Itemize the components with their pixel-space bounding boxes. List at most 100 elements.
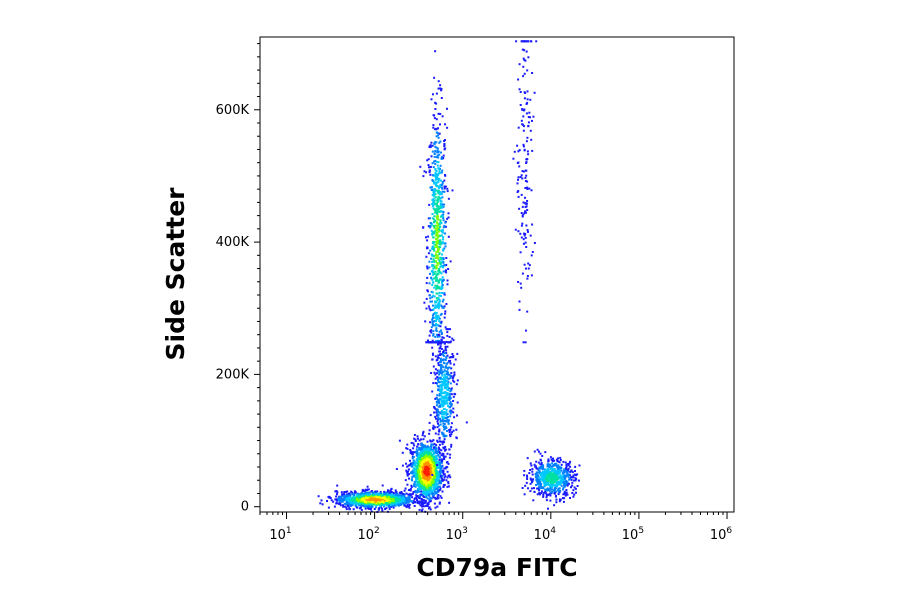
density-dot [436, 200, 439, 203]
density-dot [327, 495, 330, 498]
density-dot [433, 479, 436, 481]
density-dot [445, 264, 448, 266]
density-dot [443, 441, 446, 444]
density-dot [428, 429, 431, 432]
density-dot [549, 494, 552, 497]
density-dot [438, 278, 441, 281]
density-dot [421, 482, 424, 485]
density-dot [436, 154, 439, 157]
density-dot [442, 205, 445, 208]
density-dot [431, 390, 434, 393]
density-dot [448, 501, 451, 504]
density-dot [379, 490, 382, 493]
density-dot [352, 496, 355, 499]
density-dot [339, 504, 342, 507]
density-dot [438, 291, 441, 294]
density-dot [523, 263, 526, 266]
density-dot [542, 480, 545, 483]
density-dot [443, 316, 446, 319]
density-dot [362, 489, 365, 492]
density-dot [445, 375, 448, 378]
density-dot [445, 411, 448, 414]
density-dot [434, 202, 436, 205]
density-dot [431, 320, 434, 323]
density-dot [545, 496, 548, 499]
density-dot [529, 477, 532, 480]
density-dot [556, 477, 559, 480]
density-dot [378, 493, 381, 496]
density-dot [441, 452, 444, 455]
density-dot [546, 487, 549, 490]
density-dot [426, 474, 429, 477]
density-dot [525, 246, 528, 248]
density-dot [351, 491, 354, 494]
density-dot [531, 72, 534, 74]
density-dot [434, 174, 437, 177]
density-dot [553, 504, 556, 507]
density-dot [366, 497, 369, 500]
density-dot [436, 254, 439, 257]
density-dot [430, 329, 433, 332]
density-dot [407, 464, 410, 467]
density-dot [449, 412, 452, 415]
density-dot [407, 473, 410, 476]
density-dot [432, 271, 434, 274]
density-dot [437, 112, 440, 115]
density-dot [440, 278, 443, 281]
density-dot [543, 471, 545, 474]
density-dot [426, 265, 429, 268]
density-dot [560, 463, 563, 466]
density-dot [422, 432, 424, 435]
density-dot [566, 473, 569, 476]
density-dot [522, 143, 525, 146]
density-dot [440, 402, 443, 405]
density-dot [524, 210, 527, 213]
density-dot [349, 494, 352, 497]
density-dot [434, 172, 437, 175]
density-dot [447, 235, 450, 238]
density-dot [389, 493, 392, 496]
density-dot [434, 477, 437, 480]
density-dot [423, 486, 426, 489]
density-dot [363, 499, 366, 502]
density-dot [529, 116, 531, 119]
density-dot [438, 228, 441, 231]
density-dot [559, 474, 562, 477]
density-dot [416, 484, 419, 487]
density-dot [430, 277, 433, 280]
density-dot [419, 476, 422, 479]
density-dot [439, 265, 442, 268]
density-dot [369, 497, 372, 500]
density-dot [326, 500, 328, 502]
density-dot [411, 471, 414, 474]
density-dot [524, 484, 527, 487]
density-dot [450, 387, 453, 390]
density-dot [436, 237, 439, 240]
density-dot [366, 488, 369, 491]
density-dot [441, 283, 444, 286]
density-dot [444, 232, 447, 235]
density-dot [437, 205, 440, 208]
density-dot [409, 462, 412, 465]
density-dot [415, 458, 418, 461]
density-dot [431, 194, 434, 197]
density-dot [435, 266, 437, 268]
density-dot [440, 364, 443, 366]
density-dot [547, 468, 550, 471]
density-dot [421, 434, 424, 437]
density-dot [431, 231, 434, 234]
density-dot [444, 419, 447, 422]
density-dot [429, 414, 432, 417]
density-dot [554, 481, 557, 484]
density-dot [561, 480, 564, 483]
density-dot [449, 453, 452, 456]
density-dot [416, 499, 418, 501]
density-dot [437, 192, 440, 195]
density-dot [386, 496, 388, 499]
density-dot [552, 473, 555, 476]
density-dot [521, 272, 524, 275]
density-dot [437, 433, 440, 436]
density-dot [342, 505, 345, 508]
density-dot [434, 300, 437, 303]
density-dot [445, 356, 448, 358]
